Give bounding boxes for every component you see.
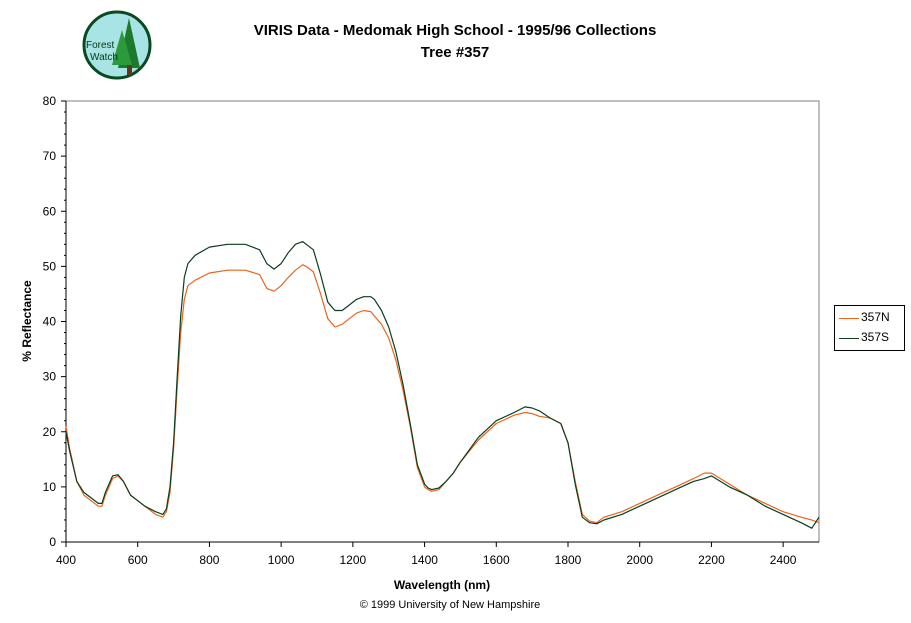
forest-watch-logo: Forest Watch bbox=[82, 10, 152, 80]
axes bbox=[61, 100, 820, 547]
x-tick-label: 1000 bbox=[268, 553, 295, 567]
legend-label-357n: 357N bbox=[861, 310, 890, 324]
tick-labels: 0 10 20 30 40 50 60 70 80 400 600 800 1000 1200 1400 16… bbox=[43, 94, 797, 567]
chart-subtitle: Tree #357 bbox=[420, 44, 490, 61]
x-tick-label: 2000 bbox=[626, 553, 653, 567]
y-axis-label: % Reflectance bbox=[20, 280, 34, 362]
legend-swatch-357n bbox=[839, 318, 859, 319]
x-tick-label: 1400 bbox=[411, 553, 438, 567]
x-tick-label: 400 bbox=[56, 553, 76, 567]
x-tick-label: 1800 bbox=[555, 553, 582, 567]
legend-item-357s: 357S bbox=[839, 329, 903, 347]
y-tick-label: 40 bbox=[43, 315, 57, 329]
x-tick-label: 800 bbox=[199, 553, 219, 567]
chart-legend: 357N 357S bbox=[834, 305, 905, 351]
y-tick-label: 80 bbox=[43, 94, 57, 108]
svg-text:Watch: Watch bbox=[90, 52, 118, 63]
x-tick-label: 2200 bbox=[698, 553, 725, 567]
plot-area-frame bbox=[65, 100, 820, 543]
y-tick-label: 50 bbox=[43, 259, 57, 273]
y-tick-label: 10 bbox=[43, 480, 57, 494]
legend-swatch-357s bbox=[839, 338, 859, 339]
x-tick-label: 2400 bbox=[770, 553, 797, 567]
series-line-357s bbox=[65, 241, 820, 529]
copyright-notice: © 1999 University of New Hampshire bbox=[359, 599, 541, 611]
y-tick-label: 60 bbox=[43, 204, 57, 218]
x-axis-label: Wavelength (nm) bbox=[394, 578, 490, 592]
chart-title: VIRIS Data - Medomak High School - 1995/… bbox=[253, 22, 657, 39]
y-tick-label: 20 bbox=[43, 425, 57, 439]
legend-item-357n: 357N bbox=[839, 309, 903, 327]
x-tick-label: 1600 bbox=[483, 553, 510, 567]
series-line-357n bbox=[65, 264, 820, 524]
y-tick-label: 0 bbox=[49, 535, 56, 549]
y-tick-label: 30 bbox=[43, 370, 57, 384]
x-tick-label: 1200 bbox=[340, 553, 367, 567]
y-tick-label: 70 bbox=[43, 149, 57, 163]
svg-text:Forest: Forest bbox=[86, 40, 115, 51]
series-lines bbox=[65, 241, 820, 529]
x-tick-label: 600 bbox=[128, 553, 148, 567]
legend-label-357s: 357S bbox=[861, 330, 890, 344]
